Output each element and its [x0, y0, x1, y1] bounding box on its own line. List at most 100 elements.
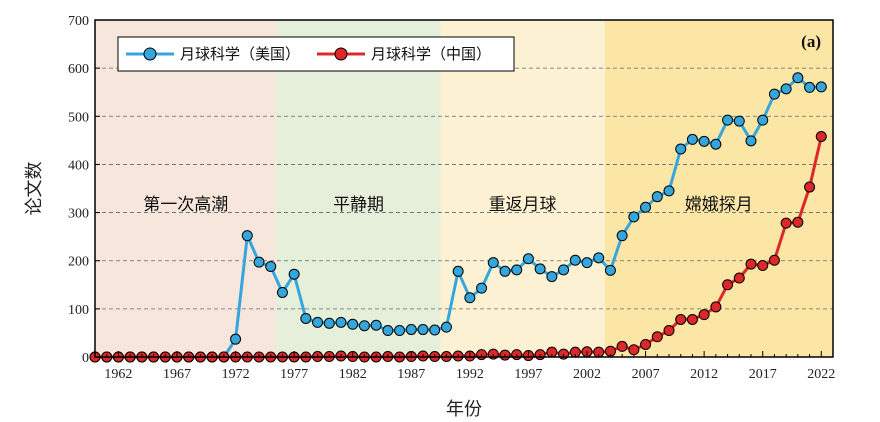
series-usa-point: [534, 263, 546, 275]
series-usa-point: [569, 254, 581, 266]
series-china-point: [698, 309, 710, 321]
series-usa-point: [394, 325, 406, 337]
series-usa-point: [780, 83, 792, 95]
plot-frame: [94, 19, 834, 358]
series-usa-point: [312, 316, 324, 328]
y-tick-label: 0: [82, 351, 89, 366]
x-tick-label: 1962: [104, 367, 132, 382]
series-usa-point: [370, 319, 382, 331]
y-tick-label: 300: [68, 207, 89, 222]
x-tick-label: 1977: [280, 367, 308, 382]
series-china-point: [804, 181, 816, 193]
series-usa-point: [757, 114, 769, 126]
series-usa-point: [265, 260, 277, 272]
series-china-point: [757, 260, 769, 272]
era-label: 平静期: [333, 195, 384, 215]
series-usa-point: [300, 312, 312, 324]
series-usa-point: [230, 333, 242, 345]
legend-label: 月球科学（美国）: [180, 45, 300, 63]
series-usa-point: [440, 321, 452, 333]
series-china-point: [616, 340, 628, 352]
series-usa-point: [452, 265, 464, 277]
series-usa-point: [464, 292, 476, 304]
series-china-point: [663, 325, 675, 337]
legend-marker: [334, 47, 348, 61]
series-china-point: [640, 338, 652, 350]
panel-label: (a): [801, 32, 821, 51]
series-china-point: [686, 313, 698, 325]
series-usa-point: [581, 257, 593, 269]
y-tick-label: 600: [68, 62, 89, 77]
series-china-point: [733, 272, 745, 284]
era-label: 嫦娥探月: [685, 195, 753, 215]
series-usa-point: [640, 201, 652, 213]
x-axis-ticks: 1962 1967 1972 1977 1982 1987 1992 1997 2002 2007…: [104, 351, 835, 382]
era-band: [95, 20, 277, 357]
series-usa-point: [768, 88, 780, 100]
series-usa-point: [792, 72, 804, 84]
series-usa-point: [593, 252, 605, 264]
series-usa-point: [253, 256, 265, 268]
x-tick-label: 1997: [514, 367, 542, 382]
series-usa-point: [323, 317, 335, 329]
series-usa-point: [347, 318, 359, 330]
series-usa-point: [358, 320, 370, 332]
era-label: 第一次高潮: [143, 195, 228, 215]
series-usa-point: [733, 115, 745, 127]
era-band: [276, 20, 441, 357]
y-tick-label: 200: [68, 255, 89, 270]
series-china-point: [722, 279, 734, 291]
series-usa-point: [546, 271, 558, 283]
series-usa-point: [429, 324, 441, 336]
series-china-point: [815, 131, 827, 143]
series-usa-point: [382, 325, 394, 337]
series-usa-point: [417, 324, 429, 336]
series-china-point: [628, 344, 640, 356]
x-tick-label: 2002: [573, 367, 601, 382]
x-tick-label: 2022: [807, 367, 835, 382]
x-tick-label: 2017: [749, 367, 777, 382]
series-usa-point: [675, 143, 687, 155]
series-usa-point: [499, 265, 511, 277]
series-usa-point: [558, 264, 570, 276]
series-usa-point: [628, 211, 640, 223]
series-usa-point: [722, 114, 734, 126]
series-china-point: [768, 254, 780, 266]
series-usa-point: [616, 230, 628, 242]
series-usa-point: [522, 253, 534, 265]
series-usa-point: [335, 316, 347, 328]
series-usa-point: [241, 230, 253, 242]
series-usa-point: [405, 324, 417, 336]
series-usa-point: [804, 81, 816, 93]
x-tick-label: 1982: [339, 367, 367, 382]
y-tick-label: 100: [68, 303, 89, 318]
legend-marker: [143, 47, 157, 61]
x-tick-label: 1972: [222, 367, 250, 382]
series-usa-point: [663, 185, 675, 197]
y-axis-title: 论文数: [24, 162, 45, 216]
series-usa-point: [686, 133, 698, 145]
x-tick-label: 1992: [456, 367, 484, 382]
legend: 月球科学（美国） 月球科学（中国）: [117, 36, 515, 72]
y-tick-label: 500: [68, 110, 89, 125]
era-labels: 第一次高潮 平静期 重返月球 嫦娥探月: [143, 195, 753, 215]
series-usa-point: [276, 286, 288, 298]
legend-box: [117, 36, 515, 72]
series-usa-point: [710, 138, 722, 150]
series-usa-point: [745, 135, 757, 147]
era-label: 重返月球: [489, 195, 557, 215]
y-axis-ticks: 0 100 200 300 400 500 600 700: [68, 14, 100, 366]
series-usa-point: [511, 264, 523, 276]
x-tick-label: 2007: [632, 367, 660, 382]
series-china-point: [792, 216, 804, 228]
x-tick-label: 2012: [690, 367, 718, 382]
x-tick-label: 1987: [397, 367, 425, 382]
series-usa-point: [815, 81, 827, 93]
legend-label: 月球科学（中国）: [371, 45, 491, 63]
series-china-point: [745, 258, 757, 270]
series-usa-point: [651, 191, 663, 203]
series-china-point: [780, 217, 792, 229]
y-tick-label: 700: [68, 14, 89, 29]
series-china-point: [710, 301, 722, 313]
